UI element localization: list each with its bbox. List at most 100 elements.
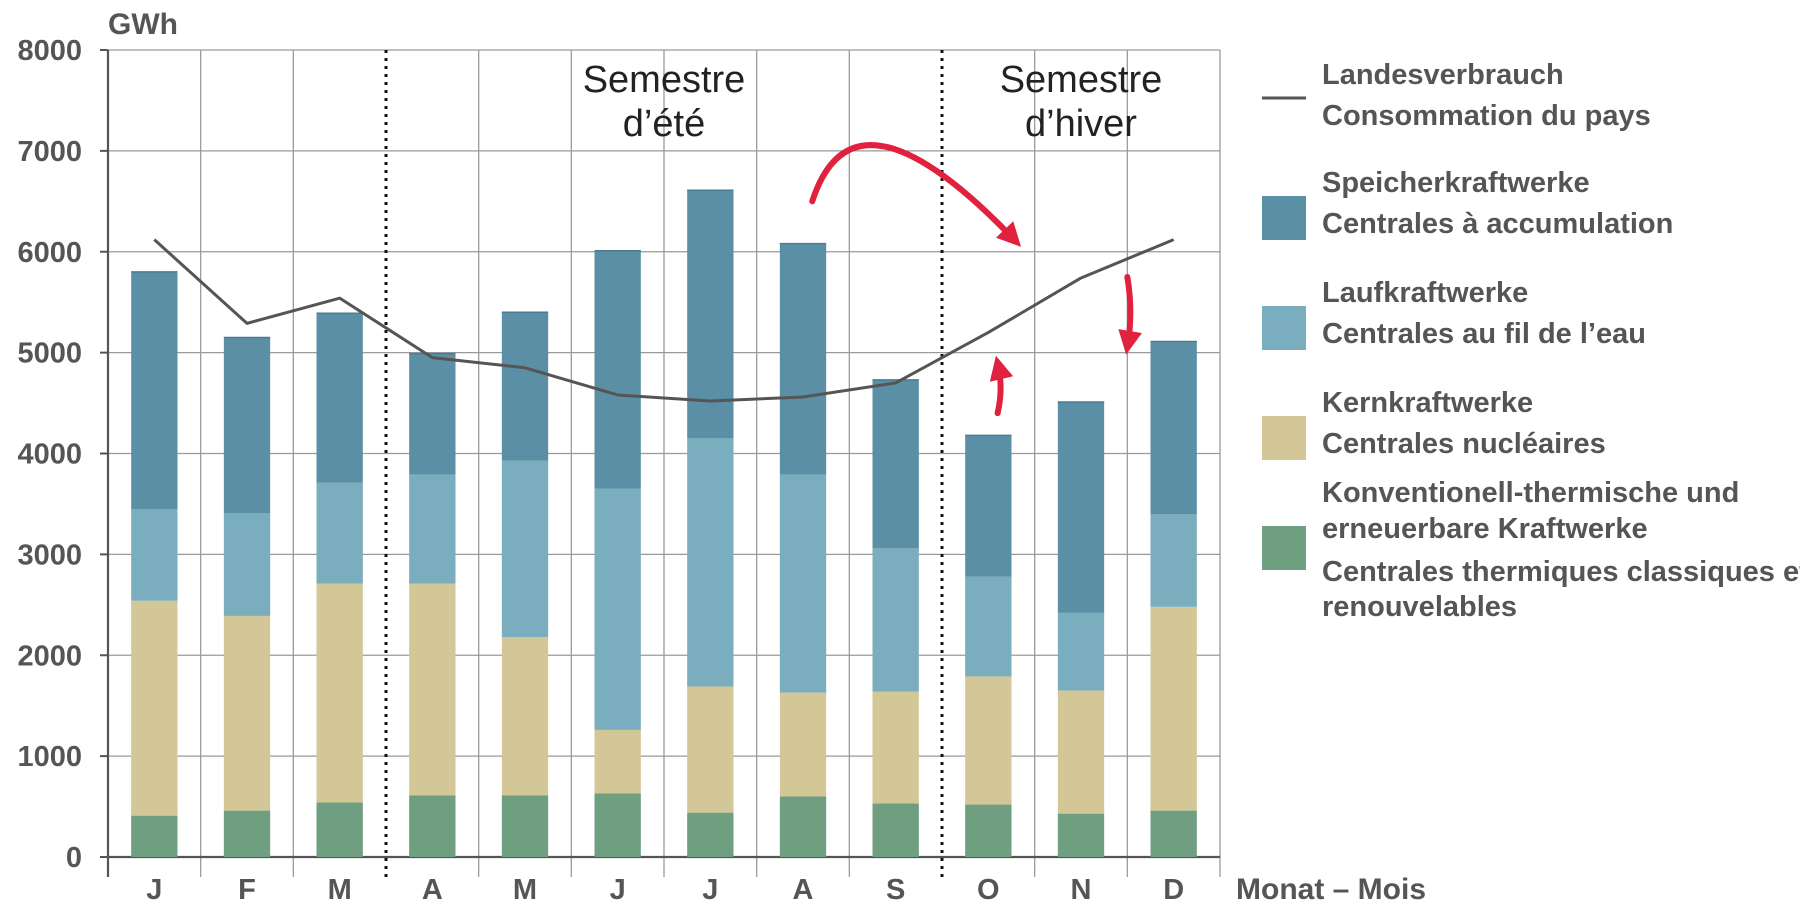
bar-segment — [594, 488, 641, 730]
bar-segment — [965, 435, 1012, 577]
bar-segment — [316, 802, 363, 857]
bar-segment — [131, 815, 178, 857]
x-tick-label: D — [1163, 874, 1184, 906]
bar-segment — [965, 804, 1012, 857]
bar-segment — [1057, 402, 1105, 613]
legend-label: Centrales thermiques classiques et — [1322, 556, 1800, 588]
legend-label: Consommation du pays — [1322, 100, 1651, 132]
y-tick-label: 2000 — [17, 640, 82, 672]
annotation-arrow — [989, 355, 1014, 417]
bar-segment — [594, 793, 641, 857]
bar-segment — [1150, 514, 1197, 607]
x-tick-label: F — [238, 874, 256, 906]
legend-label: renouvelables — [1322, 591, 1517, 623]
x-tick-label: A — [793, 874, 814, 906]
legend-entry: Kernkraftwerke Centrales nucléaires — [1262, 387, 1606, 460]
x-tick-label: S — [886, 874, 905, 906]
bar-segment — [687, 438, 734, 687]
x-tick-label: A — [422, 874, 443, 906]
x-tick-label: J — [702, 874, 718, 906]
bar-segment — [131, 271, 178, 509]
bar-segment — [223, 513, 271, 616]
bar-segment — [223, 337, 271, 514]
legend-entry: Landesverbrauch Consommation du pays — [1262, 59, 1651, 132]
bar-segment — [594, 729, 641, 794]
legend-color-swatch — [1262, 306, 1306, 350]
annotation-arrow — [1118, 273, 1142, 355]
x-axis-title: Monat – Mois — [1236, 873, 1426, 906]
legend-label: Speicherkraftwerke — [1322, 167, 1590, 199]
y-tick-label: 8000 — [17, 35, 82, 67]
bar-segment — [872, 548, 919, 692]
bar-segment — [409, 583, 456, 796]
bar-segment — [409, 353, 456, 475]
bar-segment — [687, 190, 734, 439]
season-label: Semestre — [583, 59, 746, 101]
bar-segment — [223, 615, 271, 811]
legend-label: Centrales à accumulation — [1322, 208, 1673, 240]
bar-segment — [501, 795, 549, 857]
bar-segment — [965, 576, 1012, 677]
bar-segment — [594, 250, 641, 489]
bar-segment — [223, 810, 271, 857]
legend-entry: Konventionell-thermische und erneuerbare … — [1262, 477, 1800, 623]
legend: Landesverbrauch Consommation du pays Speic… — [1262, 59, 1800, 623]
legend-label: erneuerbare Kraftwerke — [1322, 513, 1648, 545]
axis-layer: GWh Monat – Mois 0 1000 2000 3000 4000 5000 60… — [17, 8, 1426, 906]
bar-segment — [316, 313, 363, 483]
x-tick-label: J — [610, 874, 626, 906]
bars-layer — [131, 189, 1197, 857]
legend-label: Laufkraftwerke — [1322, 277, 1528, 309]
legend-label: Landesverbrauch — [1322, 59, 1564, 91]
consumption-line — [153, 238, 1175, 403]
y-tick-label: 5000 — [17, 338, 82, 370]
bar-segment — [779, 796, 827, 857]
bar-segment — [501, 312, 549, 461]
bar-segment — [131, 600, 178, 816]
consumption-line-layer — [153, 238, 1175, 403]
bar-segment — [409, 795, 456, 857]
bar-segment — [1057, 612, 1105, 691]
bar-segment — [1150, 606, 1197, 811]
x-tick-label: J — [146, 874, 162, 906]
x-tick-label: M — [513, 874, 537, 906]
y-tick-label: 7000 — [17, 136, 82, 168]
bar-segment — [779, 243, 827, 475]
legend-label: Kernkraftwerke — [1322, 387, 1533, 419]
legend-entry: Laufkraftwerke Centrales au fil de l’eau — [1262, 277, 1646, 350]
y-tick-label: 6000 — [17, 237, 82, 269]
y-tick-label: 3000 — [17, 539, 82, 571]
season-label: d’hiver — [1025, 103, 1137, 145]
x-tick-label: M — [328, 874, 352, 906]
bar-segment — [1150, 810, 1197, 857]
bar-segment — [501, 637, 549, 796]
x-tick-label: O — [977, 874, 1000, 906]
bar-segment — [1057, 813, 1105, 857]
bar-segment — [316, 583, 363, 803]
bar-segment — [687, 686, 734, 813]
bar-segment — [1057, 690, 1105, 814]
legend-label: Centrales nucléaires — [1322, 428, 1606, 460]
legend-color-swatch — [1262, 416, 1306, 460]
legend-entry: Speicherkraftwerke Centrales à accumulati… — [1262, 167, 1673, 240]
grid-layer — [100, 49, 1221, 877]
bar-segment — [779, 692, 827, 797]
x-tick-label: N — [1071, 874, 1092, 906]
bar-segment — [872, 691, 919, 804]
y-tick-label: 0 — [66, 842, 82, 874]
bar-segment — [965, 676, 1012, 805]
season-label: d’été — [623, 103, 705, 145]
legend-label: Konventionell-thermische und — [1322, 477, 1739, 509]
y-axis-unit-label: GWh — [108, 8, 178, 41]
bar-segment — [872, 379, 919, 549]
bar-segment — [501, 460, 549, 638]
bar-segment — [316, 482, 363, 584]
bar-segment — [872, 803, 919, 857]
y-tick-label: 4000 — [17, 439, 82, 471]
y-tick-label: 1000 — [17, 741, 82, 773]
legend-color-swatch — [1262, 526, 1306, 570]
legend-color-swatch — [1262, 196, 1306, 240]
